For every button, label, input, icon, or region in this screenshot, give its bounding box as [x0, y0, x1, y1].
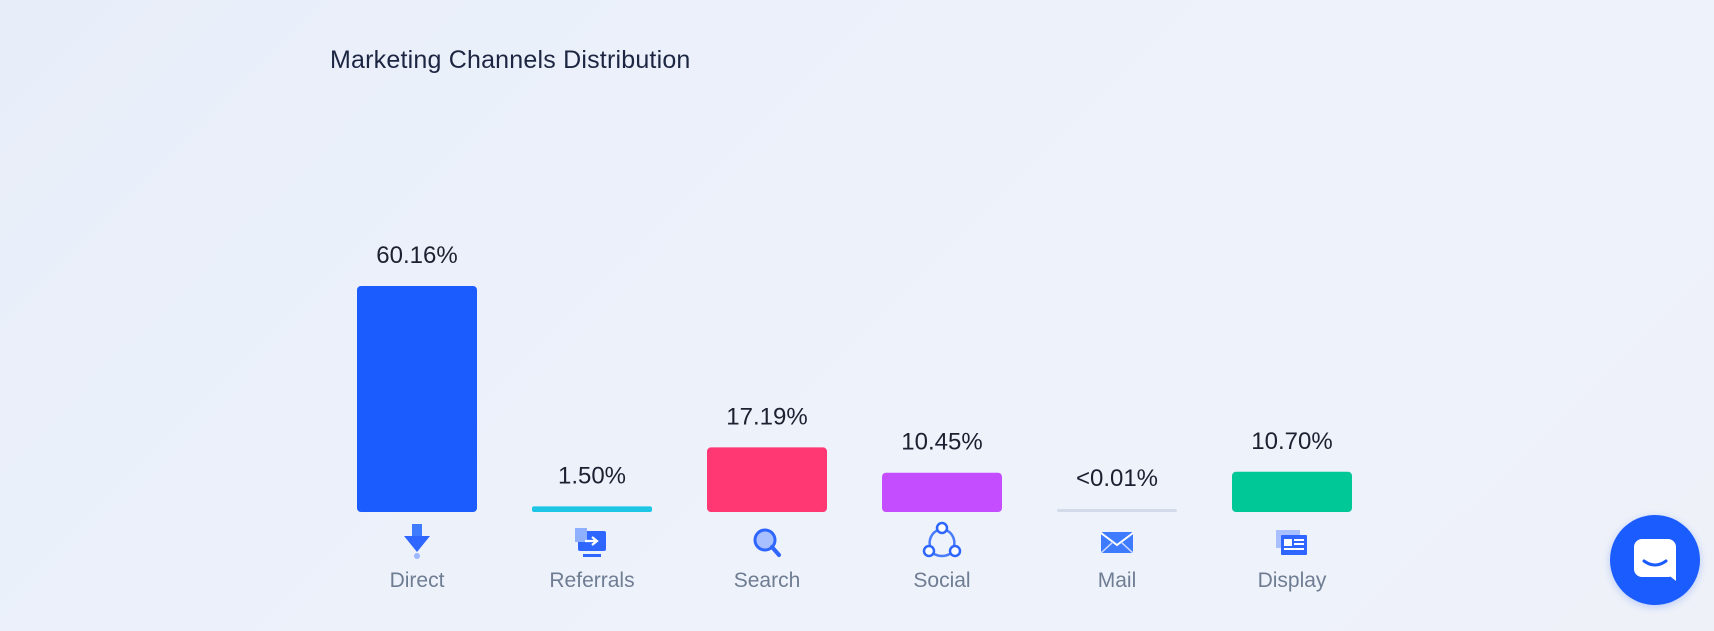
category-label-referrals: Referrals: [549, 569, 634, 592]
referrals-monitor-icon: [575, 528, 606, 557]
bar-social[interactable]: [882, 472, 1002, 512]
chat-widget-button[interactable]: [1610, 515, 1700, 605]
mail-envelope-icon: [1100, 532, 1134, 554]
value-label-display: 10.70%: [1251, 428, 1332, 455]
bar-direct[interactable]: [357, 286, 477, 512]
social-share-icon: [922, 521, 962, 558]
search-magnifier-icon: [753, 528, 781, 557]
chat-bubble-icon: [1634, 539, 1676, 581]
category-label-mail: Mail: [1098, 569, 1137, 592]
category-label-display: Display: [1258, 569, 1327, 592]
bar-display[interactable]: [1232, 471, 1352, 512]
category-label-search: Search: [734, 569, 801, 592]
chart-title: Marketing Channels Distribution: [330, 46, 691, 74]
direct-arrow-icon: [404, 524, 430, 559]
value-label-direct: 60.16%: [376, 242, 457, 269]
value-label-social: 10.45%: [901, 429, 982, 456]
category-label-social: Social: [913, 569, 970, 592]
bar-search[interactable]: [707, 447, 827, 512]
value-label-referrals: 1.50%: [558, 462, 626, 489]
category-label-direct: Direct: [390, 569, 445, 592]
display-browser-icon: [1276, 530, 1307, 555]
bar-mail[interactable]: [1057, 509, 1177, 512]
value-label-search: 17.19%: [726, 403, 807, 430]
bar-referrals[interactable]: [532, 506, 652, 512]
value-label-mail: <0.01%: [1076, 465, 1158, 492]
